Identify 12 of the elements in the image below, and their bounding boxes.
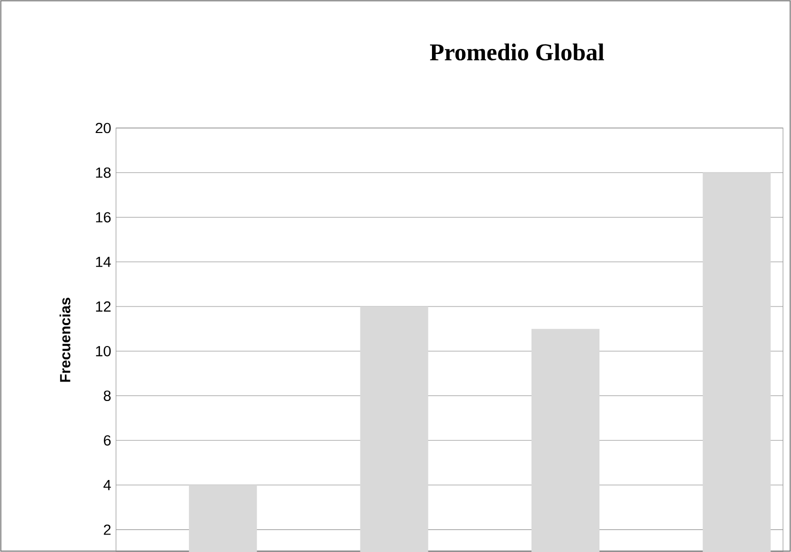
y-tick-label: 18: [96, 167, 111, 178]
y-tick-label: 16: [96, 212, 111, 222]
chart-title: Promedio Global: [430, 44, 604, 60]
y-tick-label: 4: [103, 480, 111, 490]
y-tick-label: 6: [104, 435, 111, 446]
y-tick-label: 14: [96, 256, 111, 267]
y-tick-label: 2: [104, 524, 111, 535]
y-tick-label: 12: [96, 301, 111, 312]
y-axis-title: Frecuencias: [60, 298, 70, 382]
y-tick-label: 20: [96, 122, 111, 134]
y-tick-label: 8: [104, 390, 111, 401]
y-tick-label: 10: [96, 346, 111, 356]
